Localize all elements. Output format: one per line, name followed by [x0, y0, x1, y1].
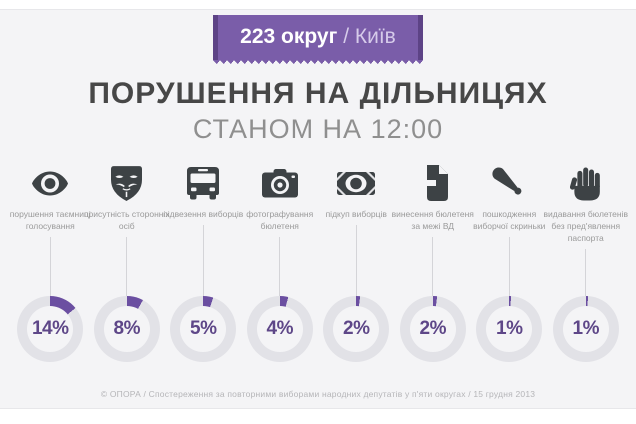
violation-column-4: фотографування бюлетеня 4% — [242, 164, 319, 362]
percent-value: 1% — [572, 318, 600, 339]
donut-hole: 1% — [486, 306, 533, 352]
violation-label: порушення таємниці голосування — [9, 209, 91, 231]
donut-chart: 5% — [170, 296, 237, 362]
connector-line — [202, 224, 204, 296]
connector-line — [279, 236, 281, 296]
connector-line — [355, 224, 357, 296]
connector-line — [508, 236, 510, 296]
percent-value: 14% — [31, 318, 69, 339]
banknote-icon — [337, 164, 376, 202]
violations-grid: порушення таємниці голосування 14% — [10, 164, 628, 362]
donut-chart: 2% — [399, 296, 466, 362]
donut-hole: 2% — [409, 306, 456, 352]
violation-column-7: пошкодження виборчої скриньки 1% — [471, 164, 548, 362]
connector-line — [432, 236, 434, 296]
donut-hole: 5% — [180, 306, 227, 352]
district-ribbon: 223 округ / Київ — [213, 15, 423, 64]
infographic-canvas: 223 округ / Київ ПОРУШЕННЯ НА ДІЛЬНИЦЯХ … — [0, 9, 636, 409]
donut-hole: 14% — [27, 306, 74, 352]
copyright-footer: © ОПОРА / Спостереження за повторними ви… — [100, 389, 536, 399]
anonymous-mask-icon — [111, 164, 143, 202]
violation-label: присутність сторонніх осіб — [83, 209, 170, 231]
donut-chart: 2% — [323, 296, 390, 362]
violation-label: винесення бюлетеня за межі ВД — [391, 209, 474, 231]
percent-value: 8% — [113, 318, 141, 339]
violation-label: фотографування бюлетеня — [246, 209, 314, 231]
violation-column-2: присутність сторонніх осіб 8% — [84, 164, 170, 362]
donut-chart: 14% — [17, 296, 84, 362]
connector-line — [49, 236, 51, 296]
donut-chart: 4% — [246, 296, 313, 362]
percent-value: 2% — [343, 318, 370, 339]
city-name: / Київ — [343, 25, 396, 48]
donut-chart: 1% — [476, 296, 543, 362]
violation-label: видавання бюлетенів без пред'явлення пас… — [543, 209, 629, 243]
violation-column-8: видавання бюлетенів без пред'явлення пас… — [543, 164, 628, 362]
violation-label: підкуп виборців — [325, 209, 387, 219]
violation-label: пошкодження виборчої скриньки — [473, 209, 546, 231]
percent-value: 4% — [266, 318, 294, 339]
percent-value: 2% — [419, 318, 447, 339]
donut-hole: 2% — [333, 306, 380, 352]
connector-line — [126, 236, 128, 296]
donut-chart: 1% — [552, 296, 619, 362]
page-subtitle: СТАНОМ НА 12:00 — [192, 114, 444, 144]
percent-value: 5% — [190, 318, 217, 339]
hand-icon — [570, 164, 601, 202]
ballot-out-icon — [417, 164, 449, 202]
donut-hole: 8% — [103, 306, 150, 352]
violation-column-6: винесення бюлетеня за межі ВД 2% — [392, 164, 474, 362]
bus-icon — [187, 164, 220, 202]
percent-value: 1% — [496, 318, 523, 339]
donut-chart: 8% — [93, 296, 160, 362]
camera-icon — [261, 164, 298, 202]
district-number: 223 округ — [240, 25, 338, 48]
eye-icon — [32, 164, 69, 202]
baseball-bat-icon — [492, 164, 527, 202]
violation-column-1: порушення таємниці голосування 14% — [10, 164, 91, 362]
donut-hole: 1% — [562, 306, 609, 352]
donut-hole: 4% — [256, 306, 303, 352]
violation-column-3: підвезення виборців 5% — [163, 164, 244, 362]
violation-label: підвезення виборців — [163, 209, 244, 219]
violation-column-5: підкуп виборців 2% — [318, 164, 395, 362]
connector-line — [585, 248, 587, 296]
page-title: ПОРУШЕННЯ НА ДІЛЬНИЦЯХ — [88, 77, 548, 110]
